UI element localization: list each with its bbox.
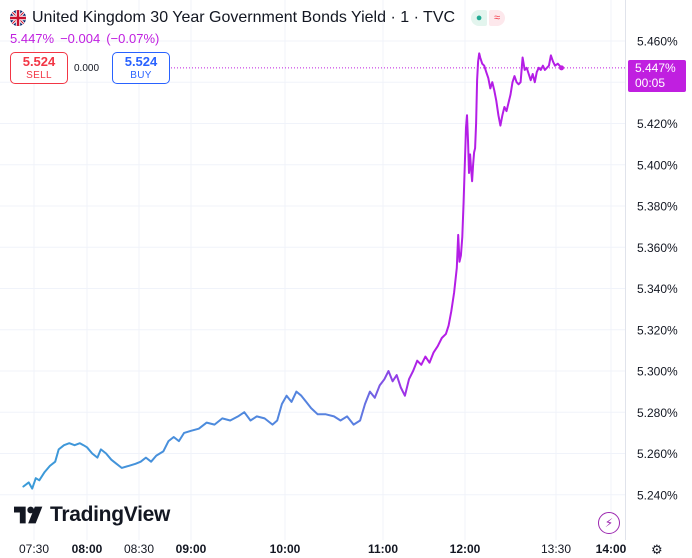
tradingview-logo[interactable]: TradingView	[14, 503, 170, 527]
x-tick-label: 13:30	[541, 542, 571, 553]
tradingview-logo-text: TradingView	[50, 503, 171, 526]
x-tick-label: 14:00	[596, 542, 627, 553]
lightning-icon[interactable]: ⚡	[598, 512, 620, 534]
y-tick-label: 5.380%	[637, 200, 678, 214]
spread-value: 0.000	[74, 63, 100, 74]
bar-countdown: 00:05	[635, 76, 666, 90]
current-price-value: 5.447%	[635, 61, 676, 75]
y-tick-label: 5.340%	[637, 282, 678, 296]
sell-price: 5.524	[22, 54, 56, 69]
quote-line: 5.447% −0.004 (−0.07%)	[10, 31, 159, 46]
x-tick-label: 12:00	[450, 542, 481, 553]
y-tick-label: 5.400%	[637, 158, 678, 172]
chart-grid	[0, 0, 625, 540]
y-tick-label: 5.360%	[637, 241, 678, 255]
y-tick-label: 5.240%	[637, 488, 678, 502]
current-price-tag: 5.447% 00:05	[628, 60, 686, 92]
chart-series	[22, 52, 625, 490]
y-tick-label: 5.420%	[637, 117, 678, 131]
sell-label: SELL	[26, 70, 52, 81]
time-axis[interactable]: 07:30 08:00 08:30 09:00 10:00 11:00 12:00 13:30…	[19, 542, 627, 553]
x-tick-label: 11:00	[368, 542, 398, 553]
x-tick-label: 09:00	[176, 542, 207, 553]
market-status[interactable]: ● ≈	[471, 10, 506, 26]
tradingview-logo-icon	[14, 506, 43, 524]
uk-flag-icon	[10, 10, 26, 26]
x-tick-label: 07:30	[19, 542, 49, 553]
buy-label: BUY	[130, 70, 152, 81]
y-tick-label: 5.260%	[637, 447, 678, 461]
y-tick-label: 5.280%	[637, 406, 678, 420]
price-change: −0.004	[60, 31, 101, 46]
x-tick-label: 10:00	[270, 542, 301, 553]
y-tick-label: 5.320%	[637, 323, 678, 337]
gear-icon[interactable]: ⚙	[651, 542, 663, 557]
buy-button[interactable]: 5.524 BUY	[112, 52, 170, 84]
market-open-dot-icon[interactable]: ●	[471, 10, 488, 26]
price-line	[22, 52, 563, 490]
y-tick-label: 5.460%	[637, 35, 678, 49]
buy-price: 5.524	[124, 54, 158, 69]
sell-button[interactable]: 5.524 SELL	[10, 52, 68, 84]
x-tick-label: 08:00	[72, 542, 103, 553]
x-tick-label: 08:30	[124, 542, 154, 553]
symbol-title[interactable]: United Kingdom 30 Year Government Bonds …	[32, 9, 456, 26]
data-delay-wave-icon[interactable]: ≈	[489, 10, 506, 26]
y-tick-label: 5.300%	[637, 365, 678, 379]
symbol-header: United Kingdom 30 Year Government Bonds …	[10, 8, 506, 28]
last-price: 5.447%	[10, 31, 55, 46]
price-change-percent: (−0.07%)	[106, 31, 160, 46]
